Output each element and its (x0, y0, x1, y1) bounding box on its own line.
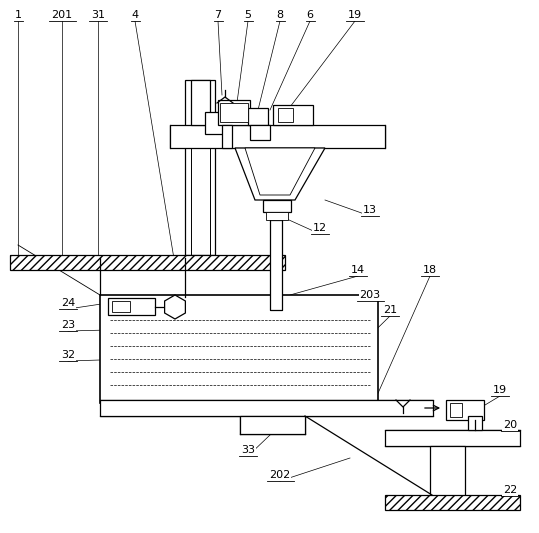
Text: 14: 14 (351, 265, 365, 275)
Text: 4: 4 (132, 10, 139, 20)
Text: 201: 201 (51, 10, 73, 20)
Bar (10, 255, 285, 270)
Bar (430, 446, 465, 498)
Bar (100, 400, 433, 416)
Polygon shape (245, 148, 315, 195)
Bar (468, 416, 482, 430)
Bar (222, 125, 232, 148)
Polygon shape (164, 295, 185, 319)
Text: 7: 7 (215, 10, 222, 20)
Bar (220, 103, 248, 122)
Bar (218, 100, 250, 125)
Text: 12: 12 (313, 223, 327, 233)
Bar (273, 105, 313, 125)
Text: 203: 203 (360, 290, 381, 300)
Bar (108, 298, 155, 315)
Text: 31: 31 (91, 10, 105, 20)
Text: 20: 20 (503, 420, 517, 430)
Text: 8: 8 (277, 10, 284, 20)
Bar (385, 495, 520, 510)
Bar (205, 112, 231, 134)
Text: 19: 19 (493, 385, 507, 395)
Bar (266, 212, 288, 220)
Text: 6: 6 (307, 10, 314, 20)
Bar (185, 80, 215, 255)
Bar (191, 80, 210, 125)
Bar (385, 430, 520, 446)
Text: 202: 202 (270, 470, 291, 480)
Bar (263, 200, 291, 212)
Text: 19: 19 (348, 10, 362, 20)
Text: 21: 21 (383, 305, 397, 315)
Text: 22: 22 (503, 485, 517, 495)
Bar (10, 255, 285, 270)
Text: 24: 24 (61, 298, 75, 308)
Bar (250, 125, 270, 140)
Bar (248, 108, 268, 125)
Bar (112, 301, 130, 312)
Polygon shape (235, 148, 325, 200)
Bar (170, 125, 385, 148)
Text: 18: 18 (423, 265, 437, 275)
Text: 13: 13 (363, 205, 377, 215)
Text: 23: 23 (61, 320, 75, 330)
Bar (100, 295, 378, 403)
Bar (385, 495, 520, 510)
Text: 32: 32 (61, 350, 75, 360)
Text: 33: 33 (241, 445, 255, 455)
Text: 1: 1 (15, 10, 22, 20)
Bar (446, 400, 484, 420)
Text: 5: 5 (245, 10, 252, 20)
Bar (278, 108, 293, 122)
Bar (270, 220, 282, 310)
Bar (450, 403, 462, 417)
Bar (240, 416, 305, 434)
